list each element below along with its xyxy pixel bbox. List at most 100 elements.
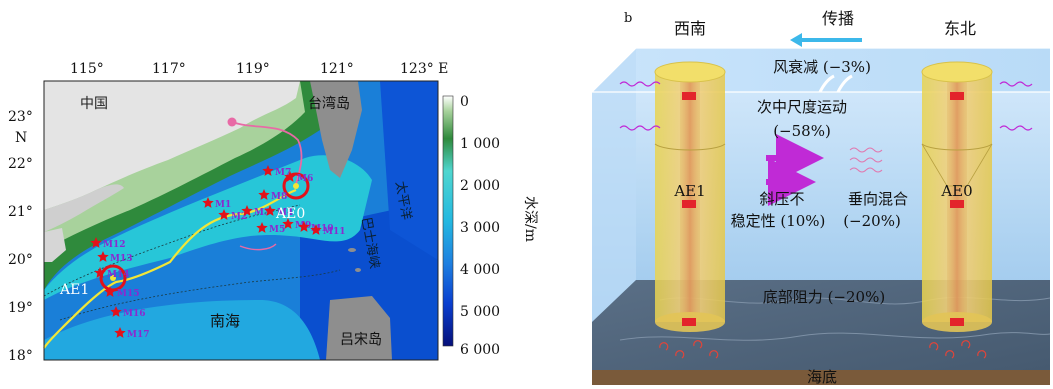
station-label: M14 <box>107 270 130 280</box>
station-label: M1 <box>215 200 231 210</box>
colorbar-tick: 1 000 <box>460 136 500 152</box>
wave-line <box>619 125 661 131</box>
colorbar-bar <box>442 95 454 347</box>
panel-a-map: a <box>8 61 538 364</box>
lat-tick: 20° <box>8 252 33 268</box>
label-northeast: 东北 <box>944 19 976 38</box>
ae0-flow-arrow <box>950 92 964 100</box>
ae0-flow-arrow <box>950 200 964 208</box>
mid-depth-region <box>44 155 372 300</box>
lon-tick: 115° <box>70 61 104 77</box>
label-baroclinic-2: 稳定性 (10%) <box>731 212 826 230</box>
bottom-eddy-swirl <box>945 350 955 359</box>
label-southwest: 西南 <box>674 19 706 38</box>
wave-line <box>999 81 1033 87</box>
pink-track-start <box>227 117 237 127</box>
station-marker <box>202 197 214 208</box>
lon-tick: 123° E <box>400 61 448 77</box>
station-marker <box>241 205 253 216</box>
station-marker <box>284 171 296 182</box>
taiwan-island <box>310 81 362 178</box>
wind-arrow <box>836 74 853 93</box>
strait-island <box>348 248 356 252</box>
bottom-eddy-swirl <box>675 350 685 359</box>
label-seafloor: 海底 <box>807 368 837 385</box>
station-marker <box>256 222 268 233</box>
label-ae0-b: AE0 <box>940 182 972 200</box>
label-submesoscale-2: (−58%) <box>773 122 831 140</box>
lat-tick: 19° <box>8 300 33 316</box>
wave-line <box>999 125 1033 131</box>
panel-b-letter: b <box>624 11 632 26</box>
station-label: M2 <box>231 212 247 222</box>
label-luzon: 吕宋岛 <box>340 332 382 348</box>
china-land <box>44 81 300 210</box>
seafloor-texture <box>619 332 1051 341</box>
lon-tick: 119° <box>236 61 270 77</box>
label-ae1-b: AE1 <box>673 182 705 200</box>
china-coast-grey <box>44 184 124 232</box>
luzon-island <box>326 296 392 360</box>
colorbar-tick: 2 000 <box>460 178 500 194</box>
wave-line <box>849 167 883 173</box>
lat-tick: 18° <box>8 348 33 364</box>
station-label: M12 <box>103 240 126 250</box>
west-coast-land <box>44 228 66 262</box>
seafloor-base <box>592 370 1050 385</box>
station-label: M6 <box>297 174 313 184</box>
pink-track <box>231 121 303 185</box>
label-south-sea: 南海 <box>210 312 240 330</box>
strait-island <box>355 268 361 272</box>
station-marker <box>90 237 102 248</box>
station-label: M8 <box>271 192 287 202</box>
station-marker <box>218 209 230 220</box>
station-marker <box>282 218 294 229</box>
label-propagation: 传播 <box>822 9 854 28</box>
ae1-cylinder-top <box>654 61 726 83</box>
station-label: M16 <box>123 309 146 319</box>
pink-track-2 <box>239 243 277 251</box>
eddy-track <box>43 188 297 349</box>
station-marker <box>97 251 109 262</box>
lat-tick: 21° <box>8 204 33 220</box>
lon-tick: 121° <box>320 61 354 77</box>
ae1-cylinder <box>654 61 726 332</box>
ae1-cylinder-ring <box>654 143 726 151</box>
ae0-cone <box>921 143 993 187</box>
station-label: M5 <box>269 225 285 235</box>
station-marker <box>114 327 126 338</box>
bottom-drag-eddies <box>659 340 987 359</box>
ae1-flow-arrow <box>682 200 696 208</box>
lat-tick: 23° <box>8 109 33 125</box>
label-vertical-mixing-2: (−20%) <box>843 212 901 230</box>
station-marker <box>310 224 322 235</box>
colorbar-tick: 6 000 <box>460 342 500 358</box>
station-marker <box>262 165 274 176</box>
ae0-cylinder-core <box>947 72 967 322</box>
station-label: M7 <box>275 168 291 178</box>
propagation-arrow <box>790 33 862 47</box>
station-label: M4 <box>277 208 293 218</box>
colorbar-title: 水深/m <box>522 196 538 242</box>
ae0-cylinder <box>921 61 993 332</box>
bottom-eddy-swirl <box>929 342 939 351</box>
panel-b-schematic: b <box>591 9 1051 386</box>
station-label: M11 <box>323 227 346 237</box>
bottom-eddy-swirl <box>659 342 669 351</box>
ae0-circle <box>282 172 310 200</box>
station-marker <box>104 286 116 297</box>
label-china: 中国 <box>80 96 108 112</box>
station-marker <box>298 221 310 232</box>
longitude-axis: 115° 117° 119° 121° 123° E <box>70 61 448 77</box>
ae1-flow-arrow <box>682 318 696 326</box>
label-taiwan: 台湾岛 <box>308 95 350 112</box>
ae0-flow-arrow <box>950 318 964 326</box>
depth-contour <box>43 204 301 297</box>
depth-colorbar: 0 1 000 2 000 3 000 4 000 5 000 6 000 水深… <box>442 94 538 358</box>
deep-water-region-east <box>380 81 438 260</box>
water-side <box>592 48 636 322</box>
colorbar-tick: 3 000 <box>460 220 500 236</box>
station-marker <box>94 267 106 278</box>
wave-line <box>619 81 661 87</box>
label-bottom-drag: 底部阻力 (−20%) <box>763 288 885 306</box>
